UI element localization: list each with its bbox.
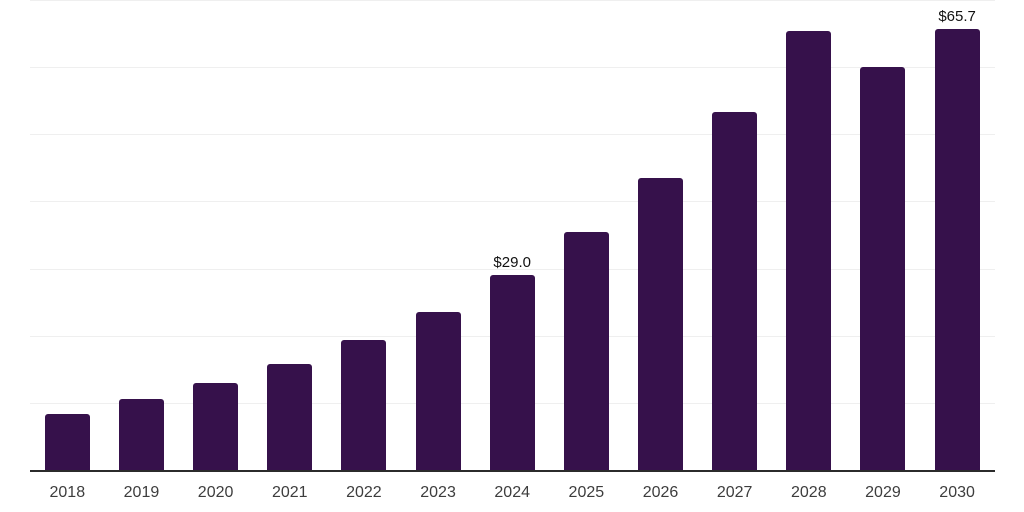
x-tick-label-2026: 2026 — [642, 484, 679, 501]
bar-2024 — [489, 275, 535, 470]
gridline-70 — [30, 0, 995, 1]
bar-2030 — [934, 28, 980, 470]
bar-2026 — [638, 177, 683, 470]
x-axis-line — [30, 470, 995, 472]
x-tick-label-2022: 2022 — [346, 484, 382, 501]
data-label-2030: $65.7 — [938, 7, 976, 25]
bar-2028 — [786, 30, 832, 470]
gridline-50 — [30, 134, 995, 136]
bar-2025 — [563, 232, 609, 470]
x-tick-label-2021: 2021 — [271, 484, 308, 501]
bar-2019 — [118, 398, 164, 470]
x-tick-label-2024: 2024 — [494, 484, 530, 501]
bar-2020 — [193, 382, 239, 470]
gridline-60 — [30, 67, 995, 69]
bar-2023 — [415, 312, 461, 470]
x-tick-label-2030: 2030 — [939, 484, 975, 501]
x-tick-label-2019: 2019 — [123, 484, 160, 501]
x-tick-label-2018: 2018 — [49, 484, 86, 501]
gridline-40 — [30, 201, 995, 203]
bar-2021 — [267, 363, 313, 470]
data-label-2024: $29.0 — [493, 254, 531, 272]
bar-2029 — [860, 67, 906, 470]
x-tick-label-2028: 2028 — [791, 484, 827, 501]
bar-2022 — [341, 340, 387, 470]
bar-2018 — [44, 414, 90, 470]
x-tick-label-2025: 2025 — [568, 484, 605, 501]
x-axis: 2018 2019 2020 2021 2022 2023 2024 2025 2026 2027… — [30, 484, 995, 508]
x-tick-label-2027: 2027 — [716, 484, 753, 501]
x-tick-label-2020: 2020 — [197, 484, 234, 501]
bar-2027 — [712, 112, 758, 470]
plot-area: $29.0 $65.7 — [30, 0, 995, 472]
gridline-30 — [30, 268, 995, 270]
x-tick-label-2023: 2023 — [420, 484, 456, 501]
x-tick-label-2029: 2029 — [865, 484, 901, 501]
